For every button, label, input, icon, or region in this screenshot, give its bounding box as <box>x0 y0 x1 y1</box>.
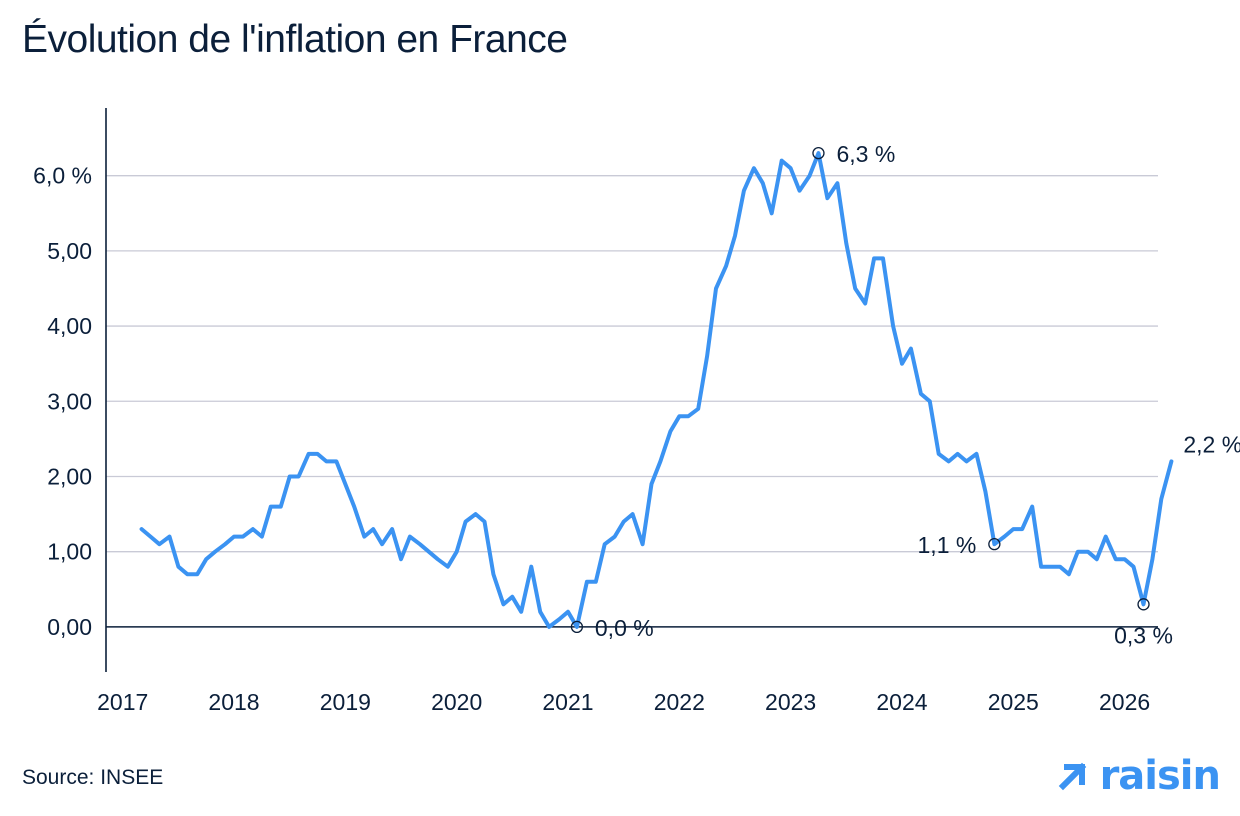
x-tick-label: 2026 <box>1099 689 1150 715</box>
y-tick-label: 6,0 % <box>33 163 92 189</box>
chart-title: Évolution de l'inflation en France <box>22 18 568 61</box>
x-tick-label: 2022 <box>654 689 705 715</box>
annotation-label: 1,1 % <box>918 532 977 558</box>
y-tick-label: 0,00 <box>47 614 92 640</box>
source-note: Source: INSEE <box>22 766 164 789</box>
y-tick-labels: 0,00 1,00 2,00 3,00 4,00 5,00 6,0 % <box>33 163 92 640</box>
x-tick-label: 2025 <box>988 689 1039 715</box>
x-tick-label: 2019 <box>320 689 371 715</box>
annotation-label: 2,2 % <box>1183 431 1240 457</box>
annotation-marker <box>570 620 584 634</box>
annotation-marker <box>1137 598 1150 611</box>
annotation-label: 6,3 % <box>836 141 895 167</box>
brand-name: raisin <box>1099 753 1221 799</box>
annotation-marker <box>812 146 825 160</box>
y-tick-label: 3,00 <box>47 388 92 414</box>
annotation-marker <box>988 538 1001 551</box>
annotation-label: 0,0 % <box>595 615 654 641</box>
y-tick-label: 2,00 <box>47 463 92 489</box>
annotation-label: 0,3 % <box>1114 622 1173 648</box>
y-tick-label: 5,00 <box>47 238 92 264</box>
x-tick-label: 2024 <box>876 689 927 715</box>
arrow-up-right-icon <box>1058 762 1086 791</box>
brand-logo: raisin <box>1056 752 1221 800</box>
annotations: 0,0 % 6,3 % 1,1 % 0,3 % 2,2 % <box>570 141 1240 648</box>
x-tick-label: 2020 <box>431 689 482 715</box>
x-tick-label: 2023 <box>765 689 816 715</box>
grid-lines <box>106 175 1158 628</box>
x-tick-labels: 2017 2018 2019 2020 2021 2022 2023 2024 2025 2026 <box>97 689 1150 715</box>
x-tick-label: 2017 <box>97 689 148 715</box>
inflation-series-line <box>139 151 1174 629</box>
x-tick-label: 2021 <box>542 689 593 715</box>
y-tick-label: 4,00 <box>47 313 92 339</box>
x-tick-label: 2018 <box>208 689 259 715</box>
y-tick-label: 1,00 <box>47 539 92 565</box>
